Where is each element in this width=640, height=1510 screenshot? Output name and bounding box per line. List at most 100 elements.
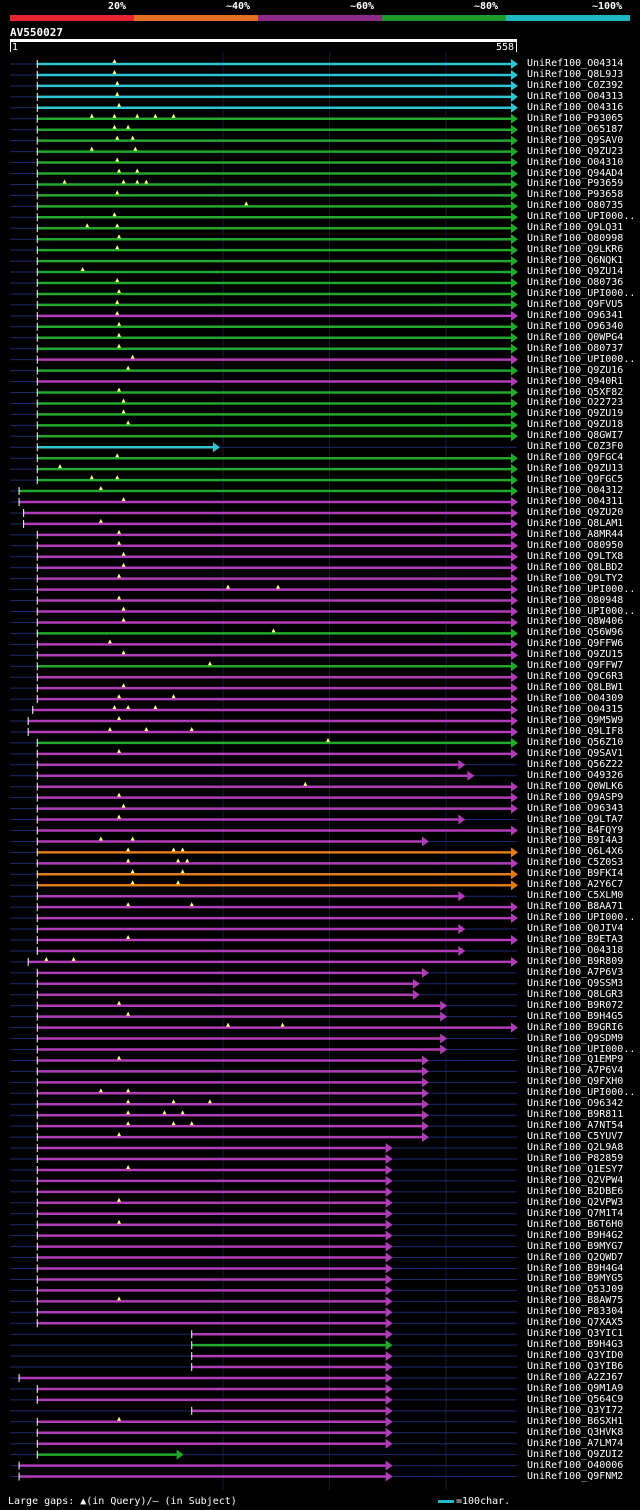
- hit-label[interactable]: UniRef100_B9H4G2: [527, 1229, 624, 1241]
- hit-label[interactable]: UniRef100_UPI000..: [527, 583, 636, 595]
- hit-label[interactable]: UniRef100_B6T6H0: [527, 1218, 624, 1230]
- hit-label[interactable]: UniRef100_Q9SSM3: [527, 977, 624, 989]
- hit-label[interactable]: UniRef100_Q9ZU16: [527, 364, 624, 376]
- hit-label[interactable]: UniRef100_Q9FFW7: [527, 660, 624, 672]
- hit-label[interactable]: UniRef100_Q0WLK6: [527, 780, 624, 792]
- hit-label[interactable]: UniRef100_UPI000..: [527, 287, 636, 299]
- hit-label[interactable]: UniRef100_O96342: [527, 1098, 624, 1110]
- hit-label[interactable]: UniRef100_O80736: [527, 277, 624, 288]
- hit-label[interactable]: UniRef100_O04316: [527, 101, 624, 113]
- hit-label[interactable]: UniRef100_B2DBE6: [527, 1185, 624, 1197]
- hit-label[interactable]: UniRef100_O04311: [527, 496, 624, 507]
- hit-label[interactable]: UniRef100_A7P6V4: [527, 1065, 624, 1077]
- hit-label[interactable]: UniRef100_Q9ZU18: [527, 419, 624, 431]
- hit-label[interactable]: UniRef100_O04318: [527, 944, 624, 956]
- hit-label[interactable]: UniRef100_Q9FGC5: [527, 474, 624, 486]
- hit-label[interactable]: UniRef100_Q9ZU23: [527, 145, 624, 157]
- hit-label[interactable]: UniRef100_A2Y6C7: [527, 879, 624, 891]
- hit-label[interactable]: UniRef100_Q8LBD2: [527, 561, 624, 573]
- hit-label[interactable]: UniRef100_P93659: [527, 178, 624, 190]
- hit-label[interactable]: UniRef100_Q9ZU19: [527, 408, 624, 420]
- hit-label[interactable]: UniRef100_Q2L9A8: [527, 1142, 624, 1154]
- hit-label[interactable]: UniRef100_Q9M1A9: [527, 1382, 624, 1394]
- hit-label[interactable]: UniRef100_Q9SAV0: [527, 134, 624, 146]
- hit-label[interactable]: UniRef100_Q1ESY7: [527, 1163, 624, 1175]
- hit-label[interactable]: UniRef100_Q6NQK1: [527, 255, 624, 267]
- hit-label[interactable]: UniRef100_Q2VPW4: [527, 1174, 624, 1186]
- hit-label[interactable]: UniRef100_B9R811: [527, 1109, 624, 1121]
- hit-label[interactable]: UniRef100_C0Z3F0: [527, 441, 624, 453]
- hit-label[interactable]: UniRef100_O22723: [527, 397, 624, 409]
- hit-label[interactable]: UniRef100_Q9FFW6: [527, 638, 624, 650]
- hit-label[interactable]: UniRef100_Q5XF82: [527, 386, 624, 398]
- hit-label[interactable]: UniRef100_Q9FVU5: [527, 298, 624, 310]
- hit-label[interactable]: UniRef100_Q6L4X6: [527, 846, 624, 858]
- hit-label[interactable]: UniRef100_O96343: [527, 802, 624, 814]
- hit-label[interactable]: UniRef100_Q3YI72: [527, 1404, 624, 1416]
- hit-label[interactable]: UniRef100_O96341: [527, 309, 624, 321]
- hit-label[interactable]: UniRef100_B9H4G3: [527, 1339, 624, 1351]
- hit-label[interactable]: UniRef100_B9R809: [527, 955, 624, 967]
- hit-label[interactable]: UniRef100_Q9M5W9: [527, 715, 624, 726]
- hit-label[interactable]: UniRef100_Q2QWD7: [527, 1251, 624, 1263]
- hit-label[interactable]: UniRef100_P82859: [527, 1153, 624, 1164]
- hit-label[interactable]: UniRef100_P83304: [527, 1306, 624, 1318]
- hit-label[interactable]: UniRef100_Q9LTX8: [527, 550, 624, 562]
- hit-label[interactable]: UniRef100_C5YUV7: [527, 1131, 624, 1143]
- hit-label[interactable]: UniRef100_P93658: [527, 189, 624, 201]
- hit-label[interactable]: UniRef100_B9ETA3: [527, 934, 624, 945]
- hit-label[interactable]: UniRef100_O80735: [527, 200, 624, 212]
- hit-label[interactable]: UniRef100_Q564C9: [527, 1393, 624, 1405]
- hit-label[interactable]: UniRef100_O49326: [527, 769, 624, 781]
- hit-label[interactable]: UniRef100_Q1EMP9: [527, 1054, 624, 1066]
- hit-label[interactable]: UniRef100_B9MYG7: [527, 1240, 624, 1252]
- hit-label[interactable]: UniRef100_Q7XAX5: [527, 1317, 624, 1329]
- hit-label[interactable]: UniRef100_Q3YIC1: [527, 1328, 624, 1340]
- hit-label[interactable]: UniRef100_Q56Z22: [527, 758, 624, 770]
- hit-label[interactable]: UniRef100_Q9ZU15: [527, 649, 624, 661]
- hit-label[interactable]: UniRef100_B9GRI6: [527, 1021, 624, 1033]
- hit-label[interactable]: UniRef100_B9H4G4: [527, 1262, 624, 1274]
- hit-label[interactable]: UniRef100_UPI000..: [527, 1043, 636, 1055]
- hit-label[interactable]: UniRef100_O80948: [527, 594, 624, 606]
- hit-label[interactable]: UniRef100_Q2VPW3: [527, 1196, 624, 1208]
- hit-label[interactable]: UniRef100_P93065: [527, 112, 624, 124]
- hit-label[interactable]: UniRef100_O80998: [527, 233, 624, 245]
- hit-label[interactable]: UniRef100_O65187: [527, 123, 624, 135]
- hit-label[interactable]: UniRef100_C5Z0S3: [527, 857, 624, 869]
- hit-label[interactable]: UniRef100_UPI000..: [527, 211, 636, 223]
- hit-label[interactable]: UniRef100_B9MYG5: [527, 1273, 624, 1285]
- hit-label[interactable]: UniRef100_A7LM74: [527, 1437, 624, 1449]
- hit-label[interactable]: UniRef100_Q3HVK8: [527, 1426, 624, 1438]
- hit-label[interactable]: UniRef100_C5XLM0: [527, 890, 624, 902]
- hit-label[interactable]: UniRef100_O04313: [527, 90, 624, 102]
- hit-label[interactable]: UniRef100_Q8LAM1: [527, 517, 624, 529]
- hit-label[interactable]: UniRef100_Q8W406: [527, 616, 624, 628]
- hit-label[interactable]: UniRef100_Q9SDM9: [527, 1032, 624, 1044]
- hit-label[interactable]: UniRef100_Q8GWI7: [527, 430, 624, 442]
- hit-label[interactable]: UniRef100_A2ZJ67: [527, 1372, 624, 1383]
- hit-label[interactable]: UniRef100_Q0JIV4: [527, 923, 624, 935]
- hit-label[interactable]: UniRef100_O40006: [527, 1459, 624, 1471]
- hit-label[interactable]: UniRef100_B9I4A3: [527, 835, 624, 847]
- hit-label[interactable]: UniRef100_B9H4G5: [527, 1010, 624, 1022]
- hit-label[interactable]: UniRef100_O96340: [527, 320, 624, 332]
- hit-label[interactable]: UniRef100_B8AW75: [527, 1295, 624, 1307]
- hit-label[interactable]: UniRef100_Q3YIB6: [527, 1361, 624, 1373]
- hit-label[interactable]: UniRef100_UPI000..: [527, 353, 636, 365]
- hit-label[interactable]: UniRef100_A7NT54: [527, 1120, 624, 1132]
- hit-label[interactable]: UniRef100_B9R072: [527, 999, 624, 1011]
- hit-label[interactable]: UniRef100_O04309: [527, 693, 624, 705]
- hit-label[interactable]: UniRef100_UPI000..: [527, 912, 636, 924]
- hit-label[interactable]: UniRef100_Q56W96: [527, 627, 624, 639]
- hit-label[interactable]: UniRef100_Q94AD4: [527, 167, 624, 179]
- hit-label[interactable]: UniRef100_Q56Z10: [527, 736, 624, 748]
- hit-label[interactable]: UniRef100_Q9LKR6: [527, 244, 624, 256]
- hit-label[interactable]: UniRef100_Q7M1T4: [527, 1207, 624, 1219]
- hit-label[interactable]: UniRef100_A7P6V3: [527, 966, 624, 978]
- hit-label[interactable]: UniRef100_O04310: [527, 156, 624, 168]
- hit-label[interactable]: UniRef100_Q9ZU20: [527, 506, 624, 518]
- hit-label[interactable]: UniRef100_Q8LGR3: [527, 988, 624, 1000]
- hit-label[interactable]: UniRef100_Q9LQ31: [527, 222, 624, 234]
- hit-label[interactable]: UniRef100_Q8LBW1: [527, 682, 624, 694]
